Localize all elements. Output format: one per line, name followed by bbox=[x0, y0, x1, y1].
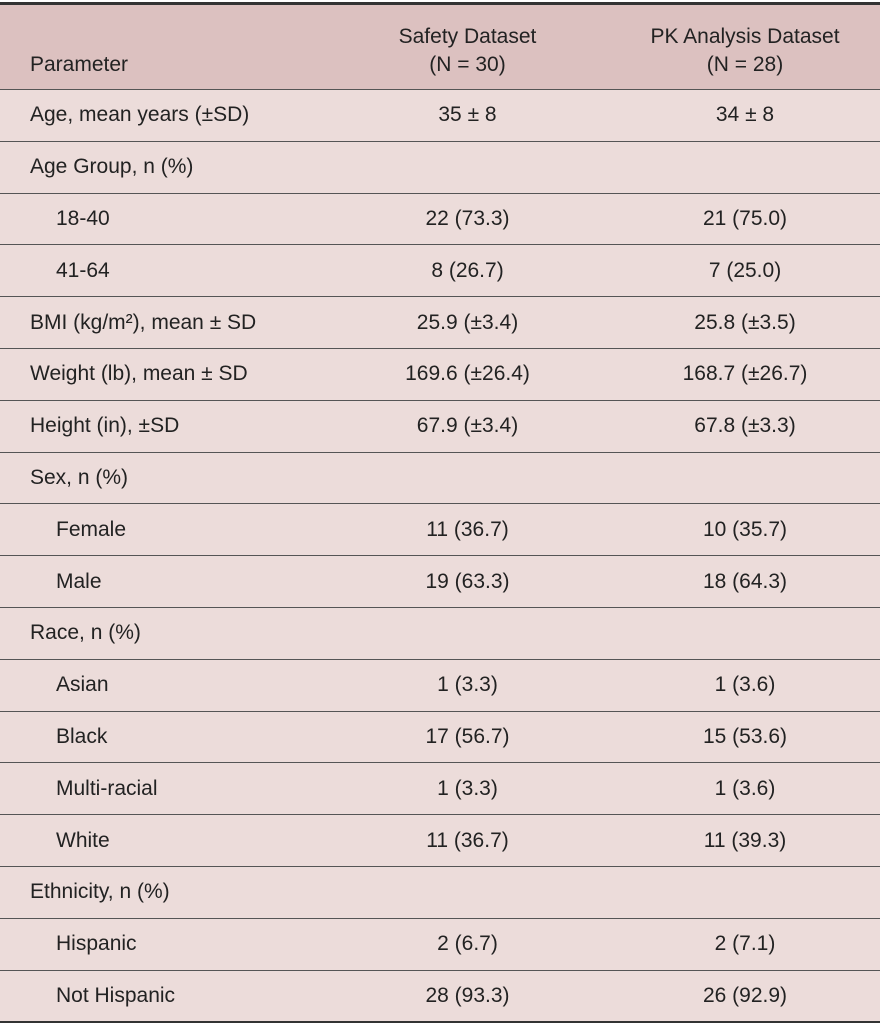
table-cell: 19 (63.3) bbox=[425, 569, 510, 593]
table-cell: 18 (64.3) bbox=[702, 569, 788, 593]
table-cell: 10 (35.7) bbox=[702, 517, 788, 541]
table-cell: Weight (lb), mean ± SD bbox=[30, 362, 248, 386]
table-cell: 2 (7.1) bbox=[714, 932, 776, 956]
table-cell: 17 (56.7) bbox=[425, 724, 510, 748]
table-row: 18-40 22 (73.3) 21 (75.0) bbox=[0, 192, 880, 245]
table-row: Weight (lb), mean ± SD 169.6 (±26.4) 168.7… bbox=[0, 347, 880, 400]
table-cell: 26 (92.9) bbox=[702, 983, 788, 1007]
table-cell: 2 (6.7) bbox=[437, 932, 498, 956]
header-text: PK Analysis Dataset bbox=[650, 25, 840, 48]
table-row: Female 11 (36.7) 10 (35.7) bbox=[0, 503, 880, 555]
table-cell: 67.8 (±3.3) bbox=[694, 414, 796, 438]
table-row: Race, n (%) bbox=[0, 606, 880, 659]
table-row: Male 19 (63.3) 18 (64.3) bbox=[0, 555, 880, 607]
header-text: Safety Dataset bbox=[398, 25, 537, 48]
table-cell: Female bbox=[56, 517, 127, 541]
table-cell: 11 (36.7) bbox=[426, 517, 509, 541]
table-row: Multi-racial 1 (3.3) 1 (3.6) bbox=[0, 762, 880, 814]
table-cell: 8 (26.7) bbox=[431, 258, 504, 282]
table-row: Black 17 (56.7) 15 (53.6) bbox=[0, 710, 880, 763]
table-cell: Hispanic bbox=[56, 932, 137, 956]
table-cell: 1 (3.6) bbox=[714, 776, 776, 800]
table-cell: 22 (73.3) bbox=[425, 206, 510, 230]
table-cell: White bbox=[56, 828, 110, 852]
table-cell: 11 (39.3) bbox=[703, 828, 787, 852]
header-text: Parameter bbox=[30, 53, 129, 76]
table-cell: 21 (75.0) bbox=[702, 206, 788, 230]
table-cell: 34 ± 8 bbox=[715, 103, 775, 127]
table-row: White 11 (36.7) 11 (39.3) bbox=[0, 814, 880, 866]
table-cell: Not Hispanic bbox=[56, 983, 176, 1007]
table-cell: 18-40 bbox=[56, 206, 110, 230]
table-cell: Black bbox=[56, 724, 108, 748]
header-cell: Safety Dataset (N = 30) bbox=[325, 23, 610, 79]
table-cell: BMI (kg/m²), mean ± SD bbox=[30, 310, 257, 334]
table-cell: 168.7 (±26.7) bbox=[682, 362, 808, 386]
table-row: Age, mean years (±SD) 35 ± 8 34 ± 8 bbox=[0, 89, 880, 141]
table-cell: 1 (3.6) bbox=[714, 673, 776, 697]
table-row: Not Hispanic 28 (93.3) 26 (92.9) bbox=[0, 969, 880, 1022]
table-row: BMI (kg/m²), mean ± SD 25.9 (±3.4) 25.8 (±… bbox=[0, 296, 880, 348]
table-cell: 1 (3.3) bbox=[437, 673, 498, 697]
table-cell: Sex, n (%) bbox=[30, 465, 129, 489]
table-cell: 28 (93.3) bbox=[425, 983, 510, 1007]
table-cell: Male bbox=[56, 569, 102, 593]
header-cell: PK Analysis Dataset (N = 28) bbox=[610, 23, 880, 79]
table-row: Height (in), ±SD 67.9 (±3.4) 67.8 (±3.3) bbox=[0, 399, 880, 452]
header-text: (N = 30) bbox=[429, 53, 506, 76]
table-cell: Race, n (%) bbox=[30, 621, 141, 645]
table-row: Asian 1 (3.3) 1 (3.6) bbox=[0, 658, 880, 711]
table-cell: 25.8 (±3.5) bbox=[694, 310, 796, 334]
table-cell: Ethnicity, n (%) bbox=[30, 880, 170, 904]
table-cell: 7 (25.0) bbox=[708, 258, 782, 282]
header-cell: Parameter bbox=[0, 51, 325, 79]
table-cell: Multi-racial bbox=[56, 776, 158, 800]
table-cell: Age Group, n (%) bbox=[30, 155, 194, 179]
table-cell: 169.6 (±26.4) bbox=[405, 362, 530, 386]
header-row: Parameter Safety Dataset (N = 30) PK Analys… bbox=[0, 5, 880, 89]
table-cell: Age, mean years (±SD) bbox=[30, 103, 250, 127]
table-cell: 1 (3.3) bbox=[437, 776, 498, 800]
table-cell: 35 ± 8 bbox=[438, 103, 497, 127]
table-row: Sex, n (%) bbox=[0, 451, 880, 504]
table-row: 41-64 8 (26.7) 7 (25.0) bbox=[0, 244, 880, 296]
table-row: Ethnicity, n (%) bbox=[0, 865, 880, 918]
table-cell: Asian bbox=[56, 673, 109, 697]
table-row: Age Group, n (%) bbox=[0, 140, 880, 193]
table-cell: Height (in), ±SD bbox=[30, 414, 180, 438]
table-cell: 25.9 (±3.4) bbox=[416, 310, 519, 334]
table-cell: 15 (53.6) bbox=[702, 724, 788, 748]
table-row: Hispanic 2 (6.7) 2 (7.1) bbox=[0, 917, 880, 970]
table-cell: 41-64 bbox=[56, 258, 110, 282]
header-text: (N = 28) bbox=[706, 53, 784, 76]
table-cell: 11 (36.7) bbox=[426, 828, 509, 852]
table-cell: 67.9 (±3.4) bbox=[416, 414, 519, 438]
